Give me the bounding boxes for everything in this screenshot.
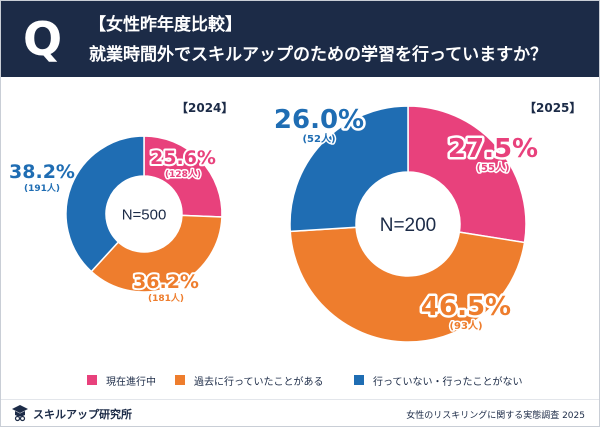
legend-label-past: 過去に行っていたことがある xyxy=(194,376,324,388)
source-caption: 女性のリスキリングに関する実態調査 2025 xyxy=(406,411,585,421)
count-label-current: (55人) xyxy=(476,161,509,174)
slice-past xyxy=(289,226,526,343)
count-label-current: (128人) xyxy=(165,168,201,180)
header-banner: Q 【女性昨年度比較】 就業時間外でスキルアップのための学習を行っていますか？ xyxy=(1,1,599,77)
count-label-past: (181人) xyxy=(148,292,184,304)
chart-2025: N=200 27.5%(55人) 46.5%(93人) 26.0%(52人) xyxy=(271,103,541,343)
legend-swatch-never xyxy=(354,375,364,385)
chart-2024-title: 【2024】 xyxy=(176,101,234,115)
footer: スキルアップ研究所 女性のリスキリングに関する実態調査 2025 xyxy=(1,399,599,426)
slice-current xyxy=(407,105,527,244)
slice-never xyxy=(289,105,409,233)
chart-2024: N=500 25.6%(128人) 36.2%(181人) 38.2%(191人) xyxy=(7,135,223,306)
slice-current xyxy=(143,135,223,218)
legend-label-current: 現在進行中 xyxy=(106,376,156,388)
slice-past xyxy=(90,214,223,293)
legend-item-current: 現在進行中 xyxy=(87,372,156,388)
legend-swatch-past xyxy=(175,375,185,385)
slice-never xyxy=(65,135,145,273)
legend: 現在進行中 過去に行っていたことがある 行っていない・行ったことがない xyxy=(1,372,599,388)
legend-label-never: 行っていない・行ったことがない xyxy=(373,376,523,388)
count-label-never: (52人) xyxy=(302,132,335,145)
data-label-current: 27.5% xyxy=(448,134,538,164)
data-label-never: 38.2% xyxy=(9,161,75,183)
graduation-cap-icon xyxy=(12,405,28,422)
donut-charts: N=500 25.6%(128人) 36.2%(181人) 38.2%(191人) N… xyxy=(7,103,541,343)
legend-item-past: 過去に行っていたことがある xyxy=(175,372,324,388)
count-label-past: (93人) xyxy=(449,319,482,332)
data-label-never: 26.0% xyxy=(274,105,364,135)
data-label-current: 25.6% xyxy=(150,147,216,169)
data-label-past: 46.5% xyxy=(421,292,511,322)
center-label: N=500 xyxy=(122,206,167,223)
count-label-never: (191人) xyxy=(24,182,60,194)
legend-swatch-current xyxy=(87,375,97,385)
q-mark: Q xyxy=(23,12,63,66)
data-label-past: 36.2% xyxy=(133,271,199,293)
logo-text: スキルアップ研究所 xyxy=(33,408,132,421)
center-label: N=200 xyxy=(380,215,437,236)
question-text: 就業時間外でスキルアップのための学習を行っていますか？ xyxy=(89,45,548,65)
question-category: 【女性昨年度比較】 xyxy=(89,15,242,35)
chart-2025-title: 【2025】 xyxy=(524,101,582,115)
legend-item-never: 行っていない・行ったことがない xyxy=(354,372,523,388)
